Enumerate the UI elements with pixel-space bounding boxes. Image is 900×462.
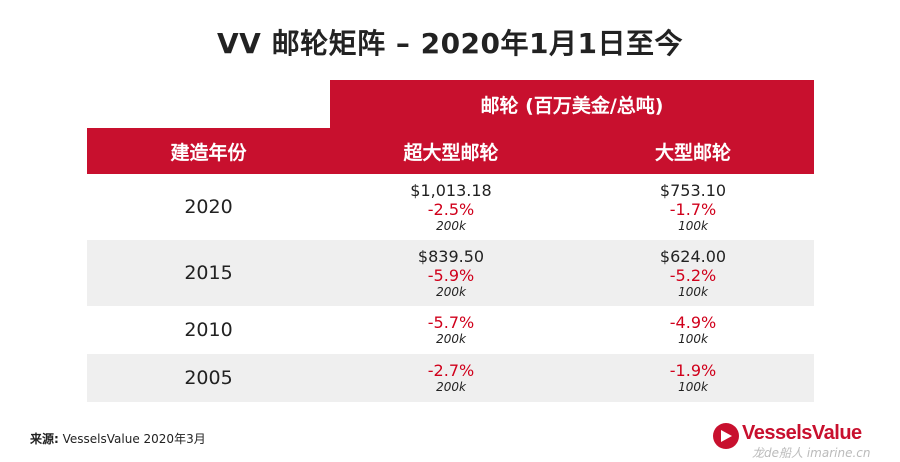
size-value: 200k xyxy=(436,332,466,346)
change-value: -1.7% xyxy=(669,199,717,219)
table-row: 2015 $839.50 -5.9% 200k $624.00 -5.2% 10… xyxy=(87,240,814,306)
brand-logo: VesselsValue 龙de船人 imarine.cn xyxy=(712,420,892,460)
year-cell: 2005 xyxy=(184,367,233,389)
vesselsvalue-logo-icon xyxy=(713,423,739,449)
price-value: $839.50 xyxy=(417,246,485,266)
size-value: 200k xyxy=(436,284,466,299)
year-cell: 2010 xyxy=(184,319,233,341)
brand-name: VesselsValue xyxy=(742,422,862,444)
change-value: -4.9% xyxy=(669,313,717,332)
cruise-matrix-table: 邮轮 (百万美金/总吨) 建造年份 超大型邮轮 大型邮轮 2020 $1,013… xyxy=(87,80,814,402)
size-value: 100k xyxy=(678,218,708,233)
source-label: 来源: xyxy=(30,432,59,446)
price-value: $624.00 xyxy=(659,246,727,266)
size-value: 200k xyxy=(436,218,466,233)
change-value: -2.5% xyxy=(427,199,475,219)
price-value: $753.10 xyxy=(659,180,727,200)
table-row: 2010 -5.7% 200k -4.9% 100k xyxy=(87,306,814,354)
table-group-header: 邮轮 (百万美金/总吨) xyxy=(87,80,814,128)
year-cell: 2015 xyxy=(184,262,233,284)
table-header-row: 建造年份 超大型邮轮 大型邮轮 xyxy=(87,128,814,174)
watermark: 龙de船人 imarine.cn xyxy=(752,446,871,460)
size-value: 100k xyxy=(678,380,708,394)
table-row: 2020 $1,013.18 -2.5% 200k $753.10 -1.7% … xyxy=(87,174,814,240)
column-header-ultra: 超大型邮轮 xyxy=(403,141,499,164)
page-title: VV 邮轮矩阵 – 2020年1月1日至今 xyxy=(217,27,683,60)
source-text: VesselsValue 2020年3月 xyxy=(58,432,206,446)
change-value: -5.2% xyxy=(669,265,717,285)
table-row: 2005 -2.7% 200k -1.9% 100k xyxy=(87,354,814,402)
size-value: 200k xyxy=(436,380,466,394)
size-value: 100k xyxy=(678,332,708,346)
change-value: -2.7% xyxy=(427,361,475,380)
change-value: -5.7% xyxy=(427,313,475,332)
column-header-year: 建造年份 xyxy=(170,141,247,164)
size-value: 100k xyxy=(678,284,708,299)
change-value: -1.9% xyxy=(669,361,717,380)
column-group-label: 邮轮 (百万美金/总吨) xyxy=(330,80,814,128)
price-value: $1,013.18 xyxy=(410,180,492,200)
year-cell: 2020 xyxy=(184,196,233,218)
source-note: 来源: VesselsValue 2020年3月 xyxy=(30,430,206,447)
change-value: -5.9% xyxy=(427,265,475,285)
column-header-large: 大型邮轮 xyxy=(654,141,731,164)
